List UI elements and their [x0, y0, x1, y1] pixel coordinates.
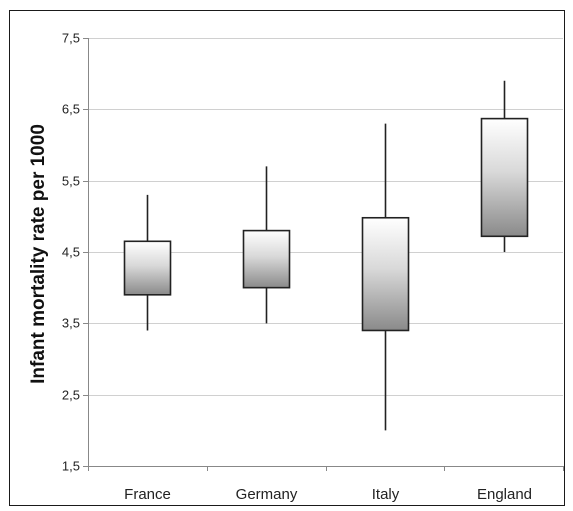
y-tick-label: 7,5 [62, 31, 80, 46]
y-tick-label: 5,5 [62, 174, 80, 189]
x-category-labels: France Germany Italy England [124, 486, 532, 503]
x-category-label: France [124, 486, 171, 503]
y-tick-labels: 1,5 2,5 3,5 4,5 5,5 6,5 7,5 [62, 31, 80, 474]
y-tick-label: 4,5 [62, 245, 80, 260]
x-category-label: England [477, 486, 532, 503]
y-axis-label: Infant mortality rate per 1000 [28, 124, 49, 384]
x-category-label: Italy [372, 486, 400, 503]
box-germany [242, 229, 291, 289]
boxes [123, 80, 529, 431]
box-england [480, 117, 529, 238]
y-tick-label: 6,5 [62, 102, 80, 117]
box-italy [361, 216, 410, 332]
x-category-label: Germany [236, 486, 298, 503]
box-france [123, 240, 172, 296]
y-tick-label: 3,5 [62, 316, 80, 331]
y-tick-label: 2,5 [62, 388, 80, 403]
axes [83, 38, 564, 471]
y-tick-label: 1,5 [62, 459, 80, 474]
